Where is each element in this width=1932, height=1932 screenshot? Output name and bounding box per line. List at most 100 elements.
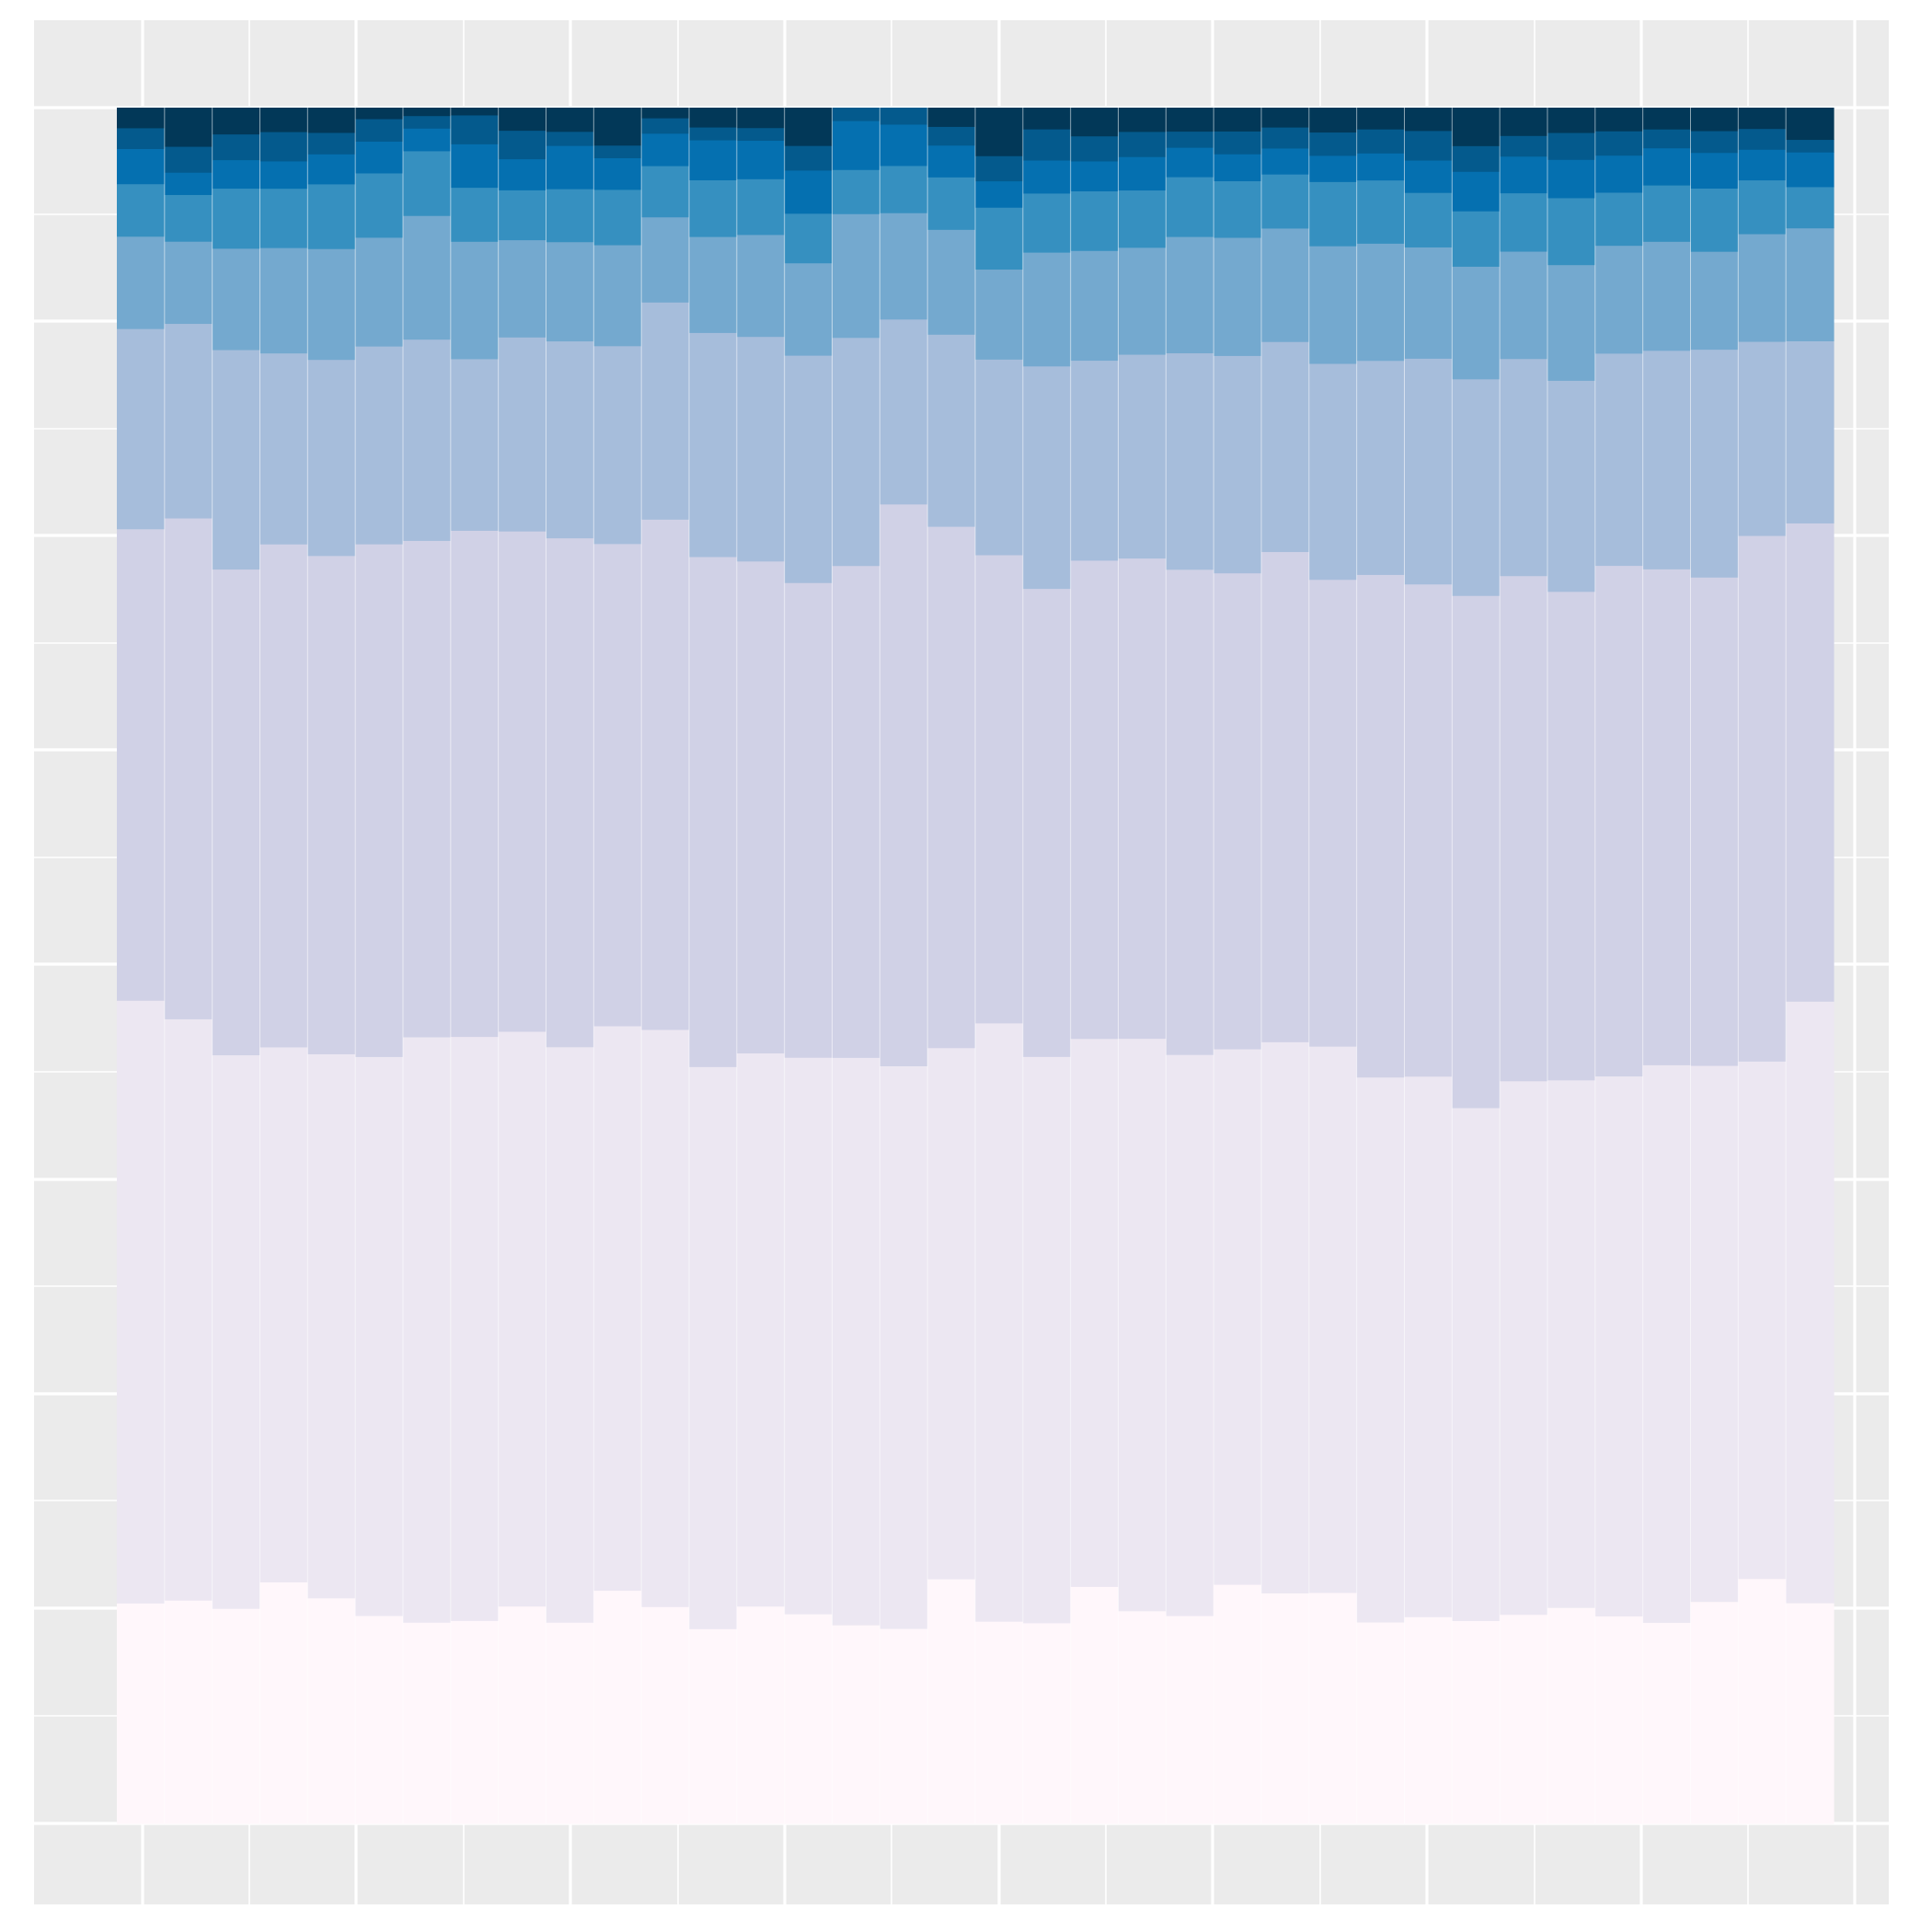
bar-segment-7 bbox=[1356, 153, 1406, 181]
bar-segment-8 bbox=[1070, 135, 1120, 162]
bar-segment-2 bbox=[641, 1029, 690, 1607]
bar-segment-9 bbox=[1213, 108, 1262, 132]
bar-segment-5 bbox=[498, 239, 547, 338]
bar-segment-2 bbox=[307, 1053, 356, 1599]
bar-segment-4 bbox=[259, 352, 308, 545]
bar-segment-4 bbox=[975, 359, 1024, 556]
bar-segment-3 bbox=[259, 544, 308, 1048]
bar-segment-9 bbox=[1070, 108, 1120, 137]
bar-segment-8 bbox=[593, 144, 642, 159]
bar-segment-7 bbox=[784, 169, 834, 214]
bar-segment-8 bbox=[259, 132, 308, 162]
bar-segment-7 bbox=[1642, 147, 1692, 186]
bar-segment-2 bbox=[1213, 1048, 1262, 1585]
bar-segment-8 bbox=[736, 127, 786, 142]
bar-segment-8 bbox=[403, 115, 452, 129]
bar-segment-8 bbox=[1738, 128, 1787, 150]
bar-segment-4 bbox=[307, 359, 356, 557]
bar-segment-6 bbox=[1166, 177, 1214, 237]
bar-segment-8 bbox=[1022, 129, 1072, 161]
bar-segment-4 bbox=[1594, 352, 1644, 567]
bar-segment-2 bbox=[117, 1000, 166, 1604]
bar-segment-3 bbox=[1356, 574, 1406, 1078]
bar-segment-1 bbox=[1547, 1607, 1596, 1824]
bar-segment-3 bbox=[1642, 569, 1692, 1065]
bar-segment-6 bbox=[212, 188, 261, 249]
bar-segment-5 bbox=[1690, 251, 1739, 351]
bar-segment-1 bbox=[546, 1622, 594, 1824]
bar-segment-4 bbox=[1261, 341, 1310, 553]
bar-segment-5 bbox=[975, 269, 1024, 360]
bar-segment-6 bbox=[1500, 192, 1548, 252]
bar-segment-3 bbox=[689, 556, 738, 1067]
bar-segment-6 bbox=[641, 166, 690, 218]
bar-segment-2 bbox=[1452, 1107, 1501, 1621]
bar-segment-9 bbox=[1356, 108, 1406, 130]
bar-segment-9 bbox=[1166, 108, 1214, 132]
bar-segment-6 bbox=[593, 189, 642, 246]
bar-segment-7 bbox=[593, 157, 642, 190]
bar-segment-5 bbox=[117, 236, 166, 329]
bar-segment-2 bbox=[1786, 1001, 1834, 1604]
bar-segment-9 bbox=[1738, 108, 1787, 130]
bar-segment-9 bbox=[546, 108, 594, 132]
bar-segment-8 bbox=[450, 114, 500, 144]
bar-segment-5 bbox=[1404, 247, 1453, 359]
bar-segment-9 bbox=[736, 108, 786, 129]
bar-segment-8 bbox=[1786, 139, 1834, 153]
bar-segment-2 bbox=[212, 1054, 261, 1609]
bar-segment-1 bbox=[1070, 1586, 1120, 1824]
bar-segment-7 bbox=[927, 144, 976, 178]
bar-segment-4 bbox=[880, 318, 928, 505]
bar-segment-4 bbox=[1404, 358, 1453, 585]
bar-segment-4 bbox=[1356, 360, 1406, 575]
bar-segment-9 bbox=[1404, 108, 1453, 132]
bar-segment-5 bbox=[1118, 247, 1167, 355]
bar-segment-4 bbox=[403, 339, 452, 541]
bar-segment-7 bbox=[1738, 149, 1787, 181]
bar-segment-3 bbox=[1261, 551, 1310, 1042]
bar-segment-3 bbox=[212, 569, 261, 1056]
bar-segment-7 bbox=[1261, 147, 1310, 175]
bar-segment-5 bbox=[880, 213, 928, 320]
bar-segment-6 bbox=[117, 183, 166, 237]
bar-segment-2 bbox=[1070, 1038, 1120, 1587]
bar-segment-1 bbox=[689, 1628, 738, 1824]
bar-segment-6 bbox=[307, 183, 356, 249]
bar-segment-8 bbox=[689, 126, 738, 141]
bar-segment-8 bbox=[355, 118, 404, 142]
bar-segment-6 bbox=[736, 178, 786, 236]
bar-segment-1 bbox=[450, 1620, 500, 1824]
bar-segment-6 bbox=[1118, 190, 1167, 248]
bar-segment-4 bbox=[641, 302, 690, 520]
bar-segment-6 bbox=[1594, 191, 1644, 247]
bar-segment-2 bbox=[1404, 1075, 1453, 1617]
bar-segment-3 bbox=[784, 582, 834, 1058]
bar-segment-5 bbox=[450, 241, 500, 360]
bar-segment-8 bbox=[1642, 129, 1692, 149]
bar-segment-3 bbox=[1738, 535, 1787, 1062]
bar-segment-5 bbox=[1070, 250, 1120, 362]
bar-segment-1 bbox=[736, 1605, 786, 1824]
bar-segment-3 bbox=[1404, 583, 1453, 1077]
bar-segment-7 bbox=[450, 144, 500, 189]
bar-segment-5 bbox=[1022, 252, 1072, 367]
bar-segment-1 bbox=[403, 1622, 452, 1824]
bar-segment-5 bbox=[1500, 250, 1548, 360]
bar-segment-7 bbox=[546, 145, 594, 190]
bar-segment-7 bbox=[259, 160, 308, 190]
bar-segment-6 bbox=[498, 190, 547, 241]
bar-segment-6 bbox=[1308, 181, 1358, 247]
bar-segment-9 bbox=[689, 108, 738, 128]
bar-segment-6 bbox=[164, 194, 213, 242]
bar-segment-4 bbox=[1690, 349, 1739, 578]
bar-segment-6 bbox=[546, 189, 594, 243]
bar-segment-5 bbox=[546, 241, 594, 342]
bar-segment-7 bbox=[832, 121, 880, 170]
bar-segment-1 bbox=[1356, 1621, 1406, 1824]
bar-segment-5 bbox=[164, 241, 213, 325]
bar-segment-6 bbox=[927, 177, 976, 230]
bar-segment-4 bbox=[1500, 358, 1548, 577]
bar-segment-9 bbox=[212, 108, 261, 135]
